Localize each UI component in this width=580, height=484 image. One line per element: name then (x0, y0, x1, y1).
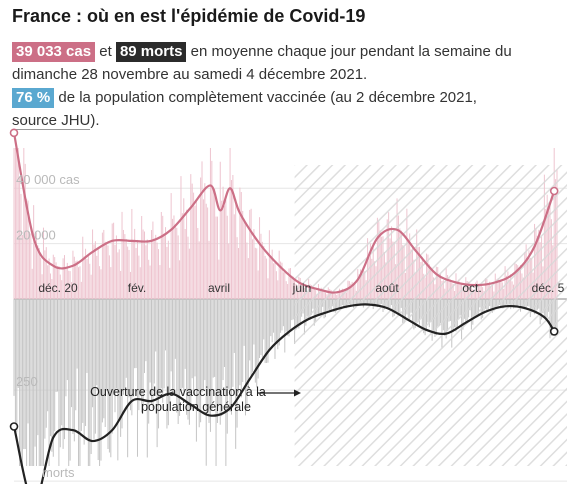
cases-badge: 39 033 cas (12, 42, 96, 62)
y-label-bottom-morts: morts (42, 465, 75, 480)
annotation-arrowhead (294, 389, 301, 397)
y-label-top-40000: 40 000 cas (16, 172, 80, 187)
lines-layer (9, 128, 559, 484)
vaccination-sentence: de la population complètement vaccinée (… (58, 89, 477, 106)
summary-text: 39 033 cas et 89 morts en moyenne chaque… (12, 40, 552, 132)
source-link[interactable]: source JHU (12, 112, 91, 130)
deaths-average-line (12, 303, 556, 484)
x-tick-label: août (375, 281, 399, 295)
cases-average-line (12, 132, 556, 294)
x-tick-label: oct. (462, 281, 481, 295)
deaths-start-marker (9, 422, 19, 431)
annotation-text-line-2: population générale (141, 400, 251, 414)
y-label-top-20000: 20 000 (16, 228, 56, 243)
page-title: France : où en est l'épidémie de Covid-1… (12, 6, 366, 26)
x-tick-label: déc. 5 (532, 281, 565, 295)
y-label-bottom-250: 250 (16, 374, 38, 389)
x-tick-label: juin (292, 281, 312, 295)
hatched-zone (294, 165, 567, 466)
deaths-end-marker (549, 327, 559, 336)
x-tick-label: avril (208, 281, 230, 295)
cases-start-marker (9, 128, 19, 138)
cases-end-marker (549, 186, 559, 196)
labels-layer: 40 000 cas 20 000 250 morts déc. 20 fév. avril… (16, 172, 565, 480)
x-tick-label: déc. 20 (38, 281, 78, 295)
vaccination-badge: 76 % (12, 88, 55, 108)
summary-sentence: en moyenne chaque jour pendant la semain… (12, 43, 512, 83)
and-text: et (99, 43, 112, 60)
annotation-text-line-1: Ouverture de la vaccination à la (90, 385, 266, 399)
closing-text: ). (90, 112, 100, 129)
x-tick-label: fév. (128, 281, 146, 295)
deaths-badge: 89 morts (115, 42, 187, 62)
